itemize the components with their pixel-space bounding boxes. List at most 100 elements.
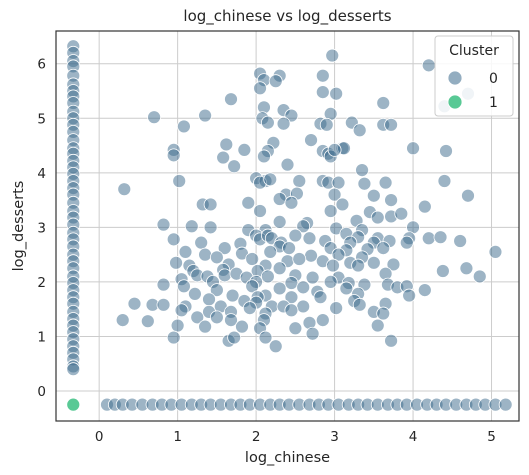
scatter-point-cluster-0: [284, 195, 299, 210]
scatter-point-cluster-0: [325, 48, 340, 63]
scatter-point-cluster-0: [417, 199, 432, 214]
scatter-point-cluster-0: [177, 119, 191, 134]
scatter-point-cluster-0: [227, 159, 242, 174]
y-tick-labels: 0 1 2 3 4 5 6: [37, 57, 46, 400]
scatter-point-cluster-0: [366, 255, 381, 270]
y-tick-label: 6: [37, 57, 46, 73]
scatter-point-cluster-0: [304, 248, 318, 263]
scatter-point-cluster-0: [184, 219, 199, 234]
y-tick-label: 4: [37, 166, 46, 182]
x-tick-label: 2: [252, 429, 261, 445]
scatter-point-cluster-0: [198, 108, 213, 123]
scatter-point-cluster-0: [296, 299, 311, 314]
scatter-point-cluster-0: [258, 330, 273, 345]
scatter-point-cluster-0: [237, 143, 252, 157]
scatter-point-cluster-0: [296, 280, 311, 295]
y-tick-label: 1: [37, 329, 46, 345]
scatter-point-cluster-0: [292, 252, 307, 266]
scatter-point-cluster-0: [331, 175, 346, 190]
scatter-point-cluster-0: [178, 245, 193, 259]
scatter-point-cluster-0: [242, 301, 257, 315]
scatter-point-cluster-0: [170, 318, 185, 333]
scatter-point-cluster-0: [272, 261, 287, 276]
scatter-point-cluster-0: [203, 220, 218, 235]
legend: Cluster 01: [434, 35, 514, 117]
scatter-point-cluster-0: [280, 157, 295, 172]
scatter-point-cluster-0: [305, 270, 320, 285]
scatter-point-cluster-0: [292, 174, 307, 188]
scatter-point-cluster-0: [384, 193, 398, 207]
legend-title: Cluster: [449, 43, 499, 59]
scatter-point-cluster-0: [276, 116, 291, 131]
scatter-point-cluster-0: [327, 143, 342, 157]
scatter-point-cluster-0: [172, 174, 187, 188]
scatter-point-cluster-0: [235, 319, 249, 334]
x-tick-label: 1: [173, 429, 182, 445]
scatter-point-cluster-0: [203, 197, 218, 212]
scatter-point-cluster-0: [241, 195, 256, 210]
scatter-point-cluster-0: [304, 133, 318, 147]
data-points: [66, 39, 513, 412]
scatter-point-cluster-0: [219, 137, 234, 152]
scatter-point-cluster-0: [263, 245, 278, 259]
scatter-point-cluster-0: [257, 149, 271, 164]
scatter-point-cluster-0: [272, 281, 287, 296]
scatter-point-cluster-0: [209, 283, 224, 297]
scatter-point-cluster-0: [315, 85, 330, 99]
chart-title: log_chinese vs log_desserts: [183, 7, 391, 26]
scatter-point-cluster-0: [376, 96, 391, 110]
scatter-point-cluster-0: [435, 264, 450, 278]
scatter-point-cluster-0: [335, 197, 350, 212]
scatter-point-cluster-0: [498, 397, 513, 412]
scatter-point-cluster-0: [421, 231, 436, 246]
scatter-point-cluster-0: [461, 188, 475, 203]
scatter-point-cluster-0: [225, 288, 240, 303]
legend-label-1: 1: [489, 95, 498, 111]
scatter-point-cluster-0: [268, 74, 283, 89]
scatter-point-cluster-0: [156, 277, 171, 292]
scatter-point-cluster-0: [263, 172, 278, 187]
scatter-point-cluster-0: [339, 281, 354, 296]
x-axis-title: log_chinese: [245, 450, 330, 466]
scatter-point-cluster-0: [384, 333, 398, 348]
scatter-point-cluster-0: [352, 297, 367, 312]
plot-frame: [55, 30, 520, 422]
scatter-point-cluster-0: [284, 303, 299, 318]
scatter-point-cluster-0: [288, 228, 303, 243]
scatter-point-cluster-0: [190, 310, 205, 325]
scatter-point-cluster-0: [355, 163, 369, 177]
scatter-point-cluster-0: [217, 241, 232, 255]
scatter-point-cluster-0: [115, 313, 130, 327]
scatter-point-cluster-0: [174, 303, 189, 318]
scatter-point-cluster-0: [117, 182, 132, 197]
scatter-point-cluster-0: [216, 150, 231, 165]
scatter-point-cluster-0: [177, 279, 191, 294]
x-tick-label: 4: [409, 429, 418, 445]
scatter-point-cluster-0: [315, 313, 330, 327]
scatter-point-cluster-0: [417, 283, 432, 297]
y-axis-title: log_desserts: [11, 181, 27, 272]
scatter-point-cluster-0: [326, 258, 340, 273]
scatter-point-cluster-0: [224, 313, 238, 327]
scatter-point-cluster-0: [313, 290, 328, 305]
scatter-point-cluster-0: [209, 250, 224, 265]
legend-items: 01: [447, 70, 498, 111]
scatter-point-cluster-0: [245, 252, 260, 266]
scatter-point-cluster-0: [260, 269, 275, 284]
scatter-point-cluster-0: [253, 204, 267, 218]
scatter-point-cluster-0: [227, 330, 242, 345]
x-tick-label: 0: [95, 429, 104, 445]
scatter-point-cluster-0: [329, 301, 344, 315]
scatter-point-cluster-0: [315, 68, 330, 83]
scatter-point-cluster-0: [166, 330, 181, 345]
scatter-point-cluster-0: [224, 92, 238, 107]
legend-label-0: 0: [489, 71, 498, 87]
scatter-point-cluster-0: [202, 292, 216, 307]
x-tick-label: 5: [487, 429, 496, 445]
scatter-point-cluster-0: [217, 268, 232, 283]
y-tick-label: 2: [37, 275, 46, 291]
scatter-point-cluster-0: [370, 318, 385, 333]
scatter-point-cluster-0: [198, 319, 213, 334]
y-tick-label: 0: [37, 384, 46, 400]
